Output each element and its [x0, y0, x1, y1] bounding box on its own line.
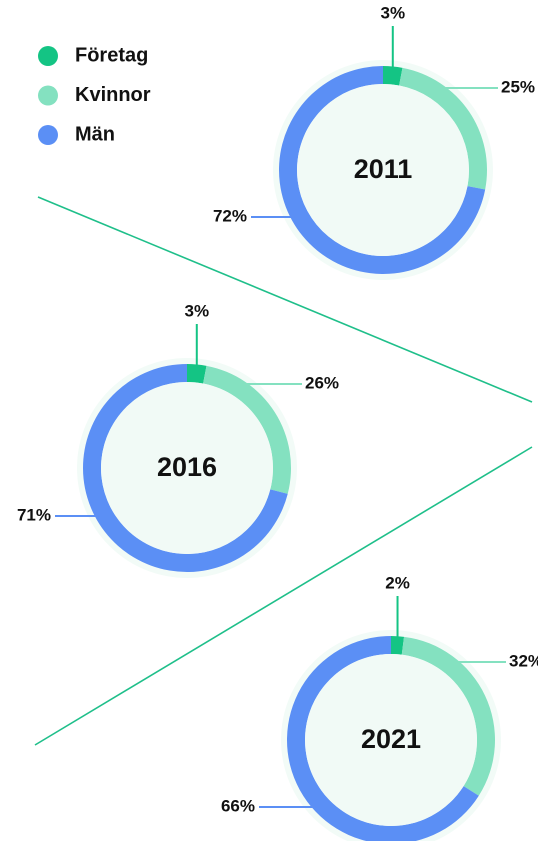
year-label: 2016 — [157, 452, 217, 482]
donut-center — [305, 654, 477, 826]
year-label: 2021 — [361, 724, 421, 754]
donut-center — [297, 84, 469, 256]
donut-slice — [187, 364, 207, 384]
divider — [37, 196, 533, 403]
value-label: 3% — [184, 301, 209, 320]
legend-label: Kvinnor — [75, 84, 151, 106]
donut-slice — [401, 636, 496, 796]
value-label: 26% — [305, 373, 339, 392]
donut-slice — [203, 365, 291, 494]
value-label: 71% — [17, 505, 51, 524]
divider — [34, 446, 533, 746]
value-label: 66% — [221, 796, 255, 815]
donut-slice — [391, 636, 405, 655]
value-label: 32% — [509, 651, 538, 670]
legend-swatch — [38, 46, 58, 66]
value-label: 25% — [501, 77, 535, 96]
value-label: 72% — [213, 206, 247, 225]
donut-center — [101, 382, 273, 554]
legend-swatch — [38, 85, 58, 106]
value-label: 2% — [385, 573, 410, 592]
legend-swatch — [38, 125, 58, 145]
value-label: 3% — [380, 3, 405, 22]
donut-slice — [399, 67, 487, 190]
year-label: 2011 — [354, 154, 413, 184]
legend-label: Män — [75, 123, 115, 145]
legend-label: Företag — [75, 44, 148, 66]
donut-slice — [383, 66, 403, 86]
